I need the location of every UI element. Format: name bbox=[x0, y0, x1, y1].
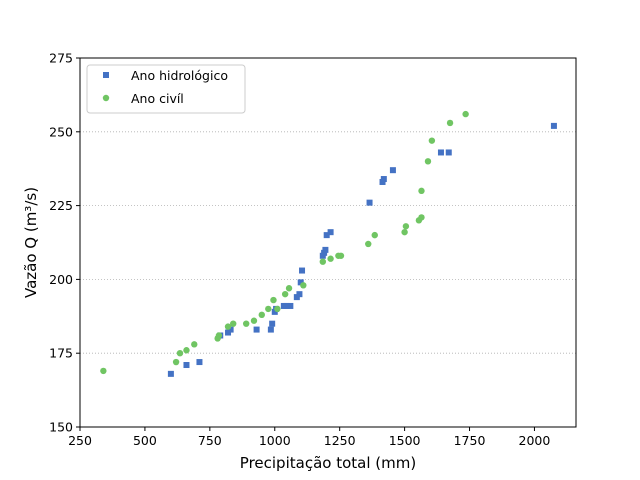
point-ano-hidrologico-23 bbox=[366, 199, 373, 206]
point-ano-civil-2 bbox=[176, 350, 184, 357]
y-tick-label-250: 250 bbox=[49, 124, 73, 139]
legend-label-ano-hidrologico: Ano hidrológico bbox=[131, 68, 228, 83]
point-ano-civil-1 bbox=[172, 358, 180, 366]
point-ano-civil-16 bbox=[285, 285, 293, 292]
point-ano-civil-21 bbox=[337, 252, 345, 259]
x-axis-ticks: 250 500 750 1000 1250 1500 1750 2000 bbox=[68, 427, 550, 448]
plot-frame bbox=[79, 57, 577, 428]
y-axis-label: Vazão Q (m³/s) bbox=[22, 187, 40, 298]
x-tick-label-250: 250 bbox=[68, 433, 92, 448]
point-ano-civil-15 bbox=[281, 290, 289, 298]
y-tick-label-150: 150 bbox=[49, 420, 73, 435]
x-tick-label-500: 500 bbox=[133, 433, 157, 448]
point-ano-hidrologico-17 bbox=[299, 267, 306, 274]
point-ano-civil-30 bbox=[428, 137, 436, 144]
y-tick-label-175: 175 bbox=[49, 346, 73, 361]
x-tick-label-1500: 1500 bbox=[389, 433, 421, 448]
point-ano-civil-29 bbox=[424, 158, 432, 165]
point-ano-civil-24 bbox=[401, 228, 408, 236]
x-tick-label-750: 750 bbox=[198, 433, 222, 448]
y-tick-label-275: 275 bbox=[49, 51, 73, 66]
point-ano-hidrologico-0 bbox=[167, 370, 174, 377]
point-ano-civil-28 bbox=[418, 187, 425, 195]
point-ano-hidrologico-5 bbox=[227, 326, 234, 333]
point-ano-civil-32 bbox=[462, 110, 469, 118]
legend: Ano hidrológico Ano civíl bbox=[86, 64, 246, 114]
y-axis-ticks: 150 175 200 225 250 275 bbox=[49, 51, 80, 435]
point-ano-hidrologico-29 bbox=[550, 122, 557, 129]
point-ano-hidrologico-16 bbox=[297, 279, 304, 286]
point-ano-civil-27 bbox=[418, 214, 425, 221]
point-ano-hidrologico-27 bbox=[437, 149, 444, 156]
x-tick-label-1000: 1000 bbox=[259, 433, 291, 448]
x-tick-label-1250: 1250 bbox=[324, 433, 356, 448]
point-ano-hidrologico-21 bbox=[323, 232, 330, 239]
point-ano-hidrologico-7 bbox=[267, 326, 274, 333]
point-ano-hidrologico-28 bbox=[445, 149, 452, 156]
point-ano-hidrologico-22 bbox=[327, 229, 334, 236]
point-ano-hidrologico-8 bbox=[269, 320, 276, 327]
point-ano-civil-18 bbox=[319, 258, 327, 265]
x-tick-label-1750: 1750 bbox=[454, 433, 486, 448]
point-ano-civil-25 bbox=[402, 223, 410, 230]
point-ano-civil-17 bbox=[300, 282, 307, 289]
x-tick-label-2000: 2000 bbox=[519, 433, 551, 448]
point-ano-civil-9 bbox=[242, 320, 250, 327]
point-ano-hidrologico-25 bbox=[380, 176, 387, 183]
point-ano-hidrologico-1 bbox=[183, 362, 190, 369]
point-ano-civil-7 bbox=[224, 323, 232, 330]
point-ano-civil-4 bbox=[191, 341, 198, 348]
legend-marker-ano-civil bbox=[102, 94, 110, 102]
point-ano-civil-31 bbox=[446, 119, 454, 127]
point-ano-civil-8 bbox=[230, 320, 237, 327]
point-ano-civil-22 bbox=[365, 240, 372, 248]
point-ano-hidrologico-15 bbox=[296, 291, 303, 298]
point-ano-hidrologico-6 bbox=[253, 326, 260, 333]
point-ano-civil-12 bbox=[265, 305, 272, 313]
point-ano-civil-10 bbox=[250, 317, 258, 324]
point-ano-civil-6 bbox=[215, 332, 223, 339]
point-ano-civil-11 bbox=[258, 311, 265, 319]
point-ano-hidrologico-12 bbox=[283, 302, 290, 309]
y-tick-label-200: 200 bbox=[49, 272, 73, 287]
point-ano-hidrologico-2 bbox=[196, 359, 203, 366]
point-ano-hidrologico-13 bbox=[287, 302, 294, 309]
point-ano-civil-0 bbox=[100, 367, 107, 375]
y-tick-label-225: 225 bbox=[49, 198, 73, 213]
data-points bbox=[100, 110, 557, 377]
legend-label-ano-civil: Ano civíl bbox=[131, 91, 184, 106]
point-ano-civil-14 bbox=[274, 305, 281, 313]
point-ano-hidrologico-20 bbox=[322, 246, 329, 253]
point-ano-civil-23 bbox=[371, 231, 378, 239]
legend-marker-ano-hidrologico bbox=[103, 72, 109, 78]
legend-box bbox=[86, 64, 246, 114]
point-ano-civil-19 bbox=[327, 255, 334, 262]
point-ano-civil-13 bbox=[270, 296, 277, 304]
point-ano-hidrologico-26 bbox=[389, 167, 396, 174]
x-axis-label: Precipitação total (mm) bbox=[240, 454, 416, 472]
point-ano-civil-3 bbox=[183, 347, 190, 354]
